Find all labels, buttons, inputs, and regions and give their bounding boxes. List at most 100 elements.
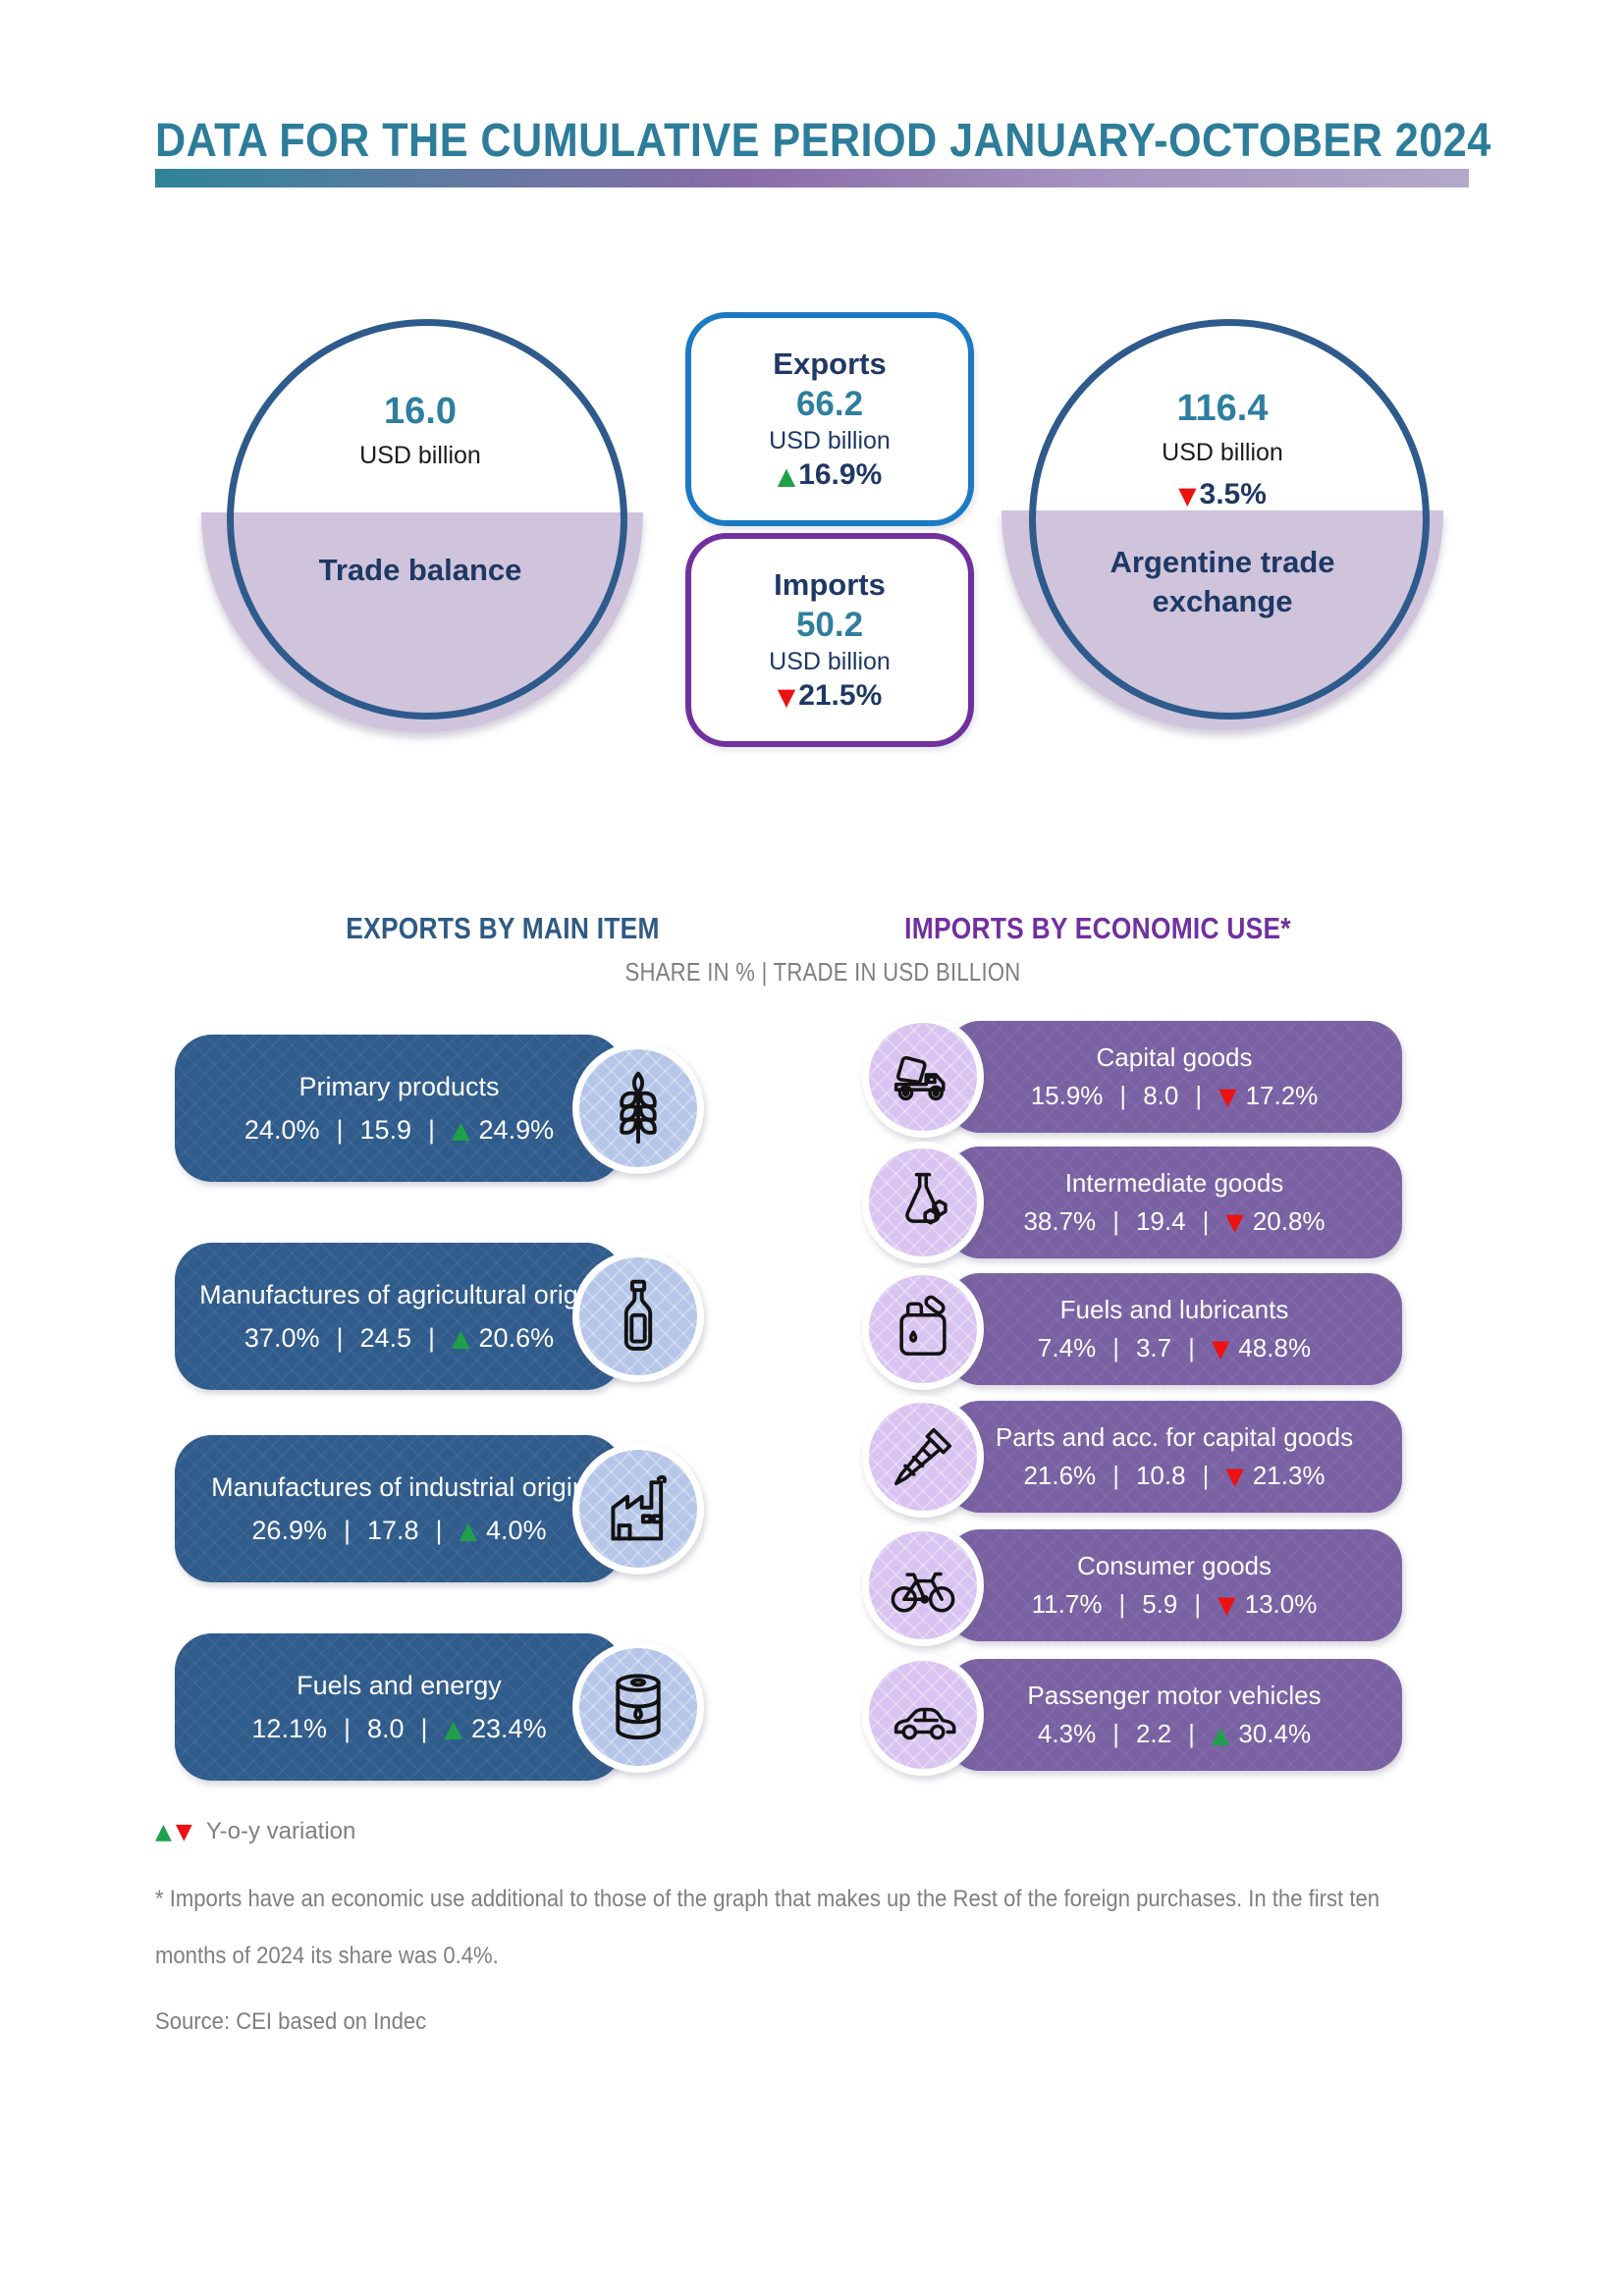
yoy-legend: ▲ ▼ Y-o-y variation <box>155 1818 355 1845</box>
trade-value: 8.0 <box>1143 1081 1179 1110</box>
trade-balance-label: Trade balance <box>318 553 522 587</box>
screw-icon <box>862 1396 984 1518</box>
separator <box>336 1115 343 1146</box>
separator <box>436 1516 443 1546</box>
share-value: 12.1% <box>251 1713 327 1743</box>
import-row-parts-capital-goods: Parts and acc. for capital goods 21.6% 10… <box>862 1396 1412 1518</box>
share-value: 37.0% <box>244 1322 320 1353</box>
car-icon <box>862 1654 984 1776</box>
import-item-label: Capital goods <box>1096 1042 1253 1072</box>
import-bar: Capital goods 15.9% 8.0 ▼ 17.2% <box>947 1021 1402 1133</box>
yoy-value: 4.0% <box>486 1515 547 1545</box>
yoy-direction-icon: ▼ <box>1225 1462 1244 1490</box>
separator <box>428 1323 435 1354</box>
trade-value: 24.5 <box>359 1322 412 1353</box>
exports-section-header: EXPORTS BY MAIN ITEM <box>346 911 660 945</box>
trade-value: 8.0 <box>366 1713 405 1743</box>
import-item-stats: 15.9% 8.0 ▼ 17.2% <box>1031 1081 1319 1111</box>
import-item-stats: 7.4% 3.7 ▼ 48.8% <box>1038 1333 1311 1363</box>
export-bar: Primary products 24.0% 15.9 ▲ 24.9% <box>175 1035 623 1182</box>
import-row-consumer-goods: Consumer goods 11.7% 5.9 ▼ 13.0% <box>862 1524 1412 1646</box>
yoy-value: 20.6% <box>478 1322 555 1353</box>
yoy-direction-icon: ▼ <box>1218 1590 1236 1619</box>
import-row-fuels-lubricants: Fuels and lubricants 7.4% 3.7 ▼ 48.8% <box>862 1268 1412 1390</box>
export-item-stats: 12.1% 8.0 ▲ 23.4% <box>251 1714 546 1744</box>
export-item-stats: 37.0% 24.5 ▲ 20.6% <box>244 1323 554 1354</box>
yoy-direction-icon: ▲ <box>452 1324 470 1352</box>
separator <box>1194 1589 1201 1620</box>
export-bar: Fuels and energy 12.1% 8.0 ▲ 23.4% <box>175 1633 623 1781</box>
export-item-label: Fuels and energy <box>297 1670 502 1700</box>
share-value: 4.3% <box>1037 1719 1097 1748</box>
separator <box>344 1516 351 1546</box>
import-item-stats: 21.6% 10.8 ▼ 21.3% <box>1023 1461 1325 1491</box>
down-triangle-icon: ▼ <box>1178 482 1197 509</box>
yoy-direction-icon: ▲ <box>1211 1720 1230 1748</box>
trade-exchange-unit: USD billion <box>1162 439 1283 466</box>
yoy-value: 24.9% <box>478 1114 555 1145</box>
export-item-label: Manufactures of industrial origin <box>211 1471 587 1502</box>
up-triangle-icon: ▲ <box>777 462 796 490</box>
import-row-intermediate-goods: Intermediate goods 38.7% 19.4 ▼ 20.8% <box>862 1142 1412 1263</box>
imports-box-label: Imports <box>774 567 886 602</box>
import-bar: Passenger motor vehicles 4.3% 2.2 ▲ 30.4% <box>947 1659 1402 1771</box>
bicycle-icon <box>862 1524 984 1646</box>
imports-box-change-value: 21.5% <box>798 679 883 712</box>
export-item-label: Manufactures of agricultural origin <box>199 1279 599 1309</box>
import-bar: Intermediate goods 38.7% 19.4 ▼ 20.8% <box>947 1147 1402 1258</box>
yoy-direction-icon: ▲ <box>459 1517 478 1544</box>
separator <box>1118 1589 1125 1620</box>
yoy-value: 30.4% <box>1238 1719 1312 1748</box>
exports-box-label: Exports <box>773 347 887 381</box>
share-value: 21.6% <box>1023 1461 1097 1490</box>
import-item-label: Consumer goods <box>1077 1551 1272 1580</box>
export-item-stats: 26.9% 17.8 ▲ 4.0% <box>251 1516 546 1546</box>
trade-exchange-label: Argentine trade exchange <box>1110 545 1335 618</box>
mixer-truck-icon <box>862 1016 984 1138</box>
page-title: DATA FOR THE CUMULATIVE PERIOD JANUARY-O… <box>155 115 1491 167</box>
yoy-value: 20.8% <box>1252 1206 1326 1236</box>
import-item-label: Intermediate goods <box>1064 1168 1284 1198</box>
imports-box-change: ▼ 21.5% <box>778 679 883 713</box>
separator <box>1112 1461 1119 1491</box>
import-item-label: Passenger motor vehicles <box>1027 1681 1322 1710</box>
separator <box>1112 1206 1119 1237</box>
trade-balance-value: 16.0 <box>384 391 457 432</box>
imports-box-unit: USD billion <box>769 648 891 675</box>
yoy-value: 48.8% <box>1238 1333 1312 1362</box>
up-triangle-icon: ▲ <box>155 1819 172 1844</box>
imports-footnote: * Imports have an economic use additiona… <box>155 1886 1380 1969</box>
yoy-direction-icon: ▲ <box>444 1715 463 1742</box>
trade-exchange-circle <box>1029 319 1430 720</box>
share-value: 26.9% <box>251 1515 327 1545</box>
exports-box-change: ▲ 16.9% <box>778 458 883 492</box>
export-bar: Manufactures of industrial origin 26.9% 1… <box>175 1435 623 1582</box>
trade-value: 5.9 <box>1142 1589 1178 1619</box>
export-row-agricultural-manufactures: Manufactures of agricultural origin 37.0… <box>175 1243 705 1390</box>
trade-value: 15.9 <box>359 1114 412 1145</box>
yoy-direction-icon: ▼ <box>1211 1334 1230 1362</box>
import-item-stats: 38.7% 19.4 ▼ 20.8% <box>1023 1206 1325 1237</box>
import-bar: Consumer goods 11.7% 5.9 ▼ 13.0% <box>947 1529 1402 1641</box>
separator <box>1195 1081 1202 1111</box>
down-triangle-icon: ▼ <box>175 1819 192 1844</box>
separator <box>1119 1081 1126 1111</box>
separator <box>344 1714 351 1744</box>
export-row-fuels-energy: Fuels and energy 12.1% 8.0 ▲ 23.4% <box>175 1633 705 1781</box>
import-item-label: Fuels and lubricants <box>1059 1295 1289 1324</box>
yoy-direction-icon: ▲ <box>452 1116 470 1144</box>
separator <box>1188 1719 1195 1749</box>
share-value: 24.0% <box>244 1114 320 1145</box>
flask-icon <box>862 1142 984 1263</box>
separator <box>1188 1333 1195 1363</box>
trade-value: 19.4 <box>1135 1206 1186 1236</box>
trade-value: 17.8 <box>366 1515 419 1545</box>
yoy-value: 17.2% <box>1245 1081 1319 1110</box>
oil-bottle-icon <box>572 1251 704 1382</box>
share-value: 38.7% <box>1023 1206 1097 1236</box>
jerry-can-icon <box>862 1268 984 1390</box>
separator <box>1203 1461 1210 1491</box>
imports-box-value: 50.2 <box>795 606 864 644</box>
yoy-direction-icon: ▼ <box>1218 1082 1237 1110</box>
